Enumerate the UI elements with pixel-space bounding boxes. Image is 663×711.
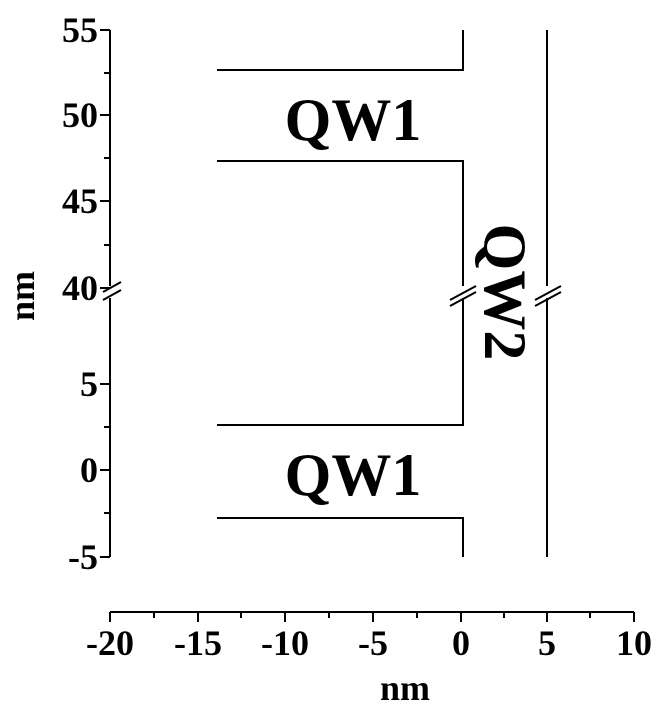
x-tick-label: -15 [174, 623, 222, 663]
y-tick-label: 55 [62, 10, 98, 50]
x-tick-label: -20 [86, 623, 134, 663]
y-axis-break-mark [102, 281, 122, 293]
x-ticks [109, 612, 635, 622]
y-tick-label: -5 [68, 537, 98, 577]
y-tick-label: 5 [80, 364, 98, 404]
qw1-upper-label: QW1 [285, 87, 422, 153]
qw1-lower-label: QW1 [285, 442, 422, 508]
x-axis-title: nm [380, 668, 430, 708]
barrier-boundary-outline-lower [217, 298, 464, 426]
y-tick-label: 0 [80, 450, 98, 490]
region-labels: QW1 QW1 QW2 [285, 87, 538, 508]
y-tick-label: 40 [62, 268, 98, 308]
y-axis: -5 0 5 40 45 50 55 nm [2, 10, 122, 577]
y-axis-break-mark [102, 289, 122, 301]
qw1-upper-outline [217, 30, 464, 71]
x-tick-label: 10 [616, 623, 652, 663]
barrier-boundary-outline [217, 160, 464, 286]
y-ticks [100, 29, 110, 558]
well-outline [217, 30, 562, 557]
qw2-label: QW2 [472, 224, 538, 361]
boundary-break-mark [449, 291, 477, 307]
y-tick-labels: -5 0 5 40 45 50 55 [62, 10, 98, 577]
x-tick-label: -5 [358, 623, 388, 663]
qw2-break-mark [534, 285, 562, 301]
qw1-lower-outline [217, 517, 464, 557]
x-axis: -20 -15 -10 -5 0 5 10 nm [86, 611, 652, 708]
y-tick-label: 50 [62, 95, 98, 135]
y-tick-label: 45 [62, 181, 98, 221]
x-tick-label: 0 [452, 623, 470, 663]
qw2-break-mark [534, 291, 562, 307]
y-axis-title: nm [2, 271, 42, 321]
x-tick-label: -10 [261, 623, 309, 663]
x-tick-labels: -20 -15 -10 -5 0 5 10 [86, 623, 652, 663]
x-tick-label: 5 [538, 623, 556, 663]
boundary-break-mark [449, 285, 477, 301]
